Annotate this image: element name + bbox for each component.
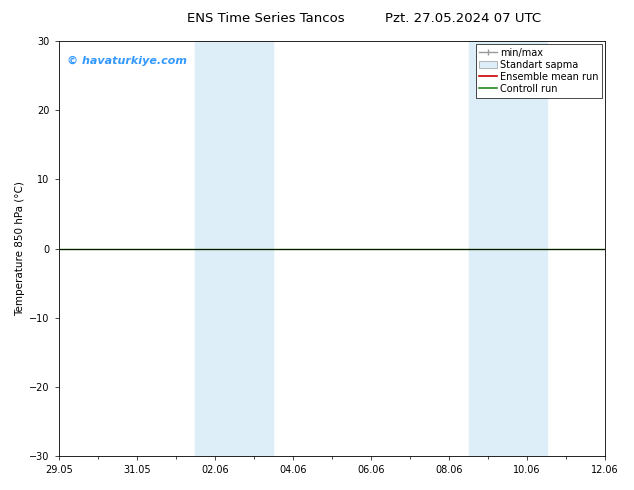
Text: ENS Time Series Tancos: ENS Time Series Tancos bbox=[188, 12, 345, 25]
Text: © havaturkiye.com: © havaturkiye.com bbox=[67, 55, 187, 66]
Bar bbox=[195, 41, 273, 456]
Y-axis label: Temperature 850 hPa (°C): Temperature 850 hPa (°C) bbox=[15, 181, 25, 316]
Text: Pzt. 27.05.2024 07 UTC: Pzt. 27.05.2024 07 UTC bbox=[385, 12, 541, 25]
Bar bbox=[469, 41, 547, 456]
Legend: min/max, Standart sapma, Ensemble mean run, Controll run: min/max, Standart sapma, Ensemble mean r… bbox=[476, 44, 602, 98]
